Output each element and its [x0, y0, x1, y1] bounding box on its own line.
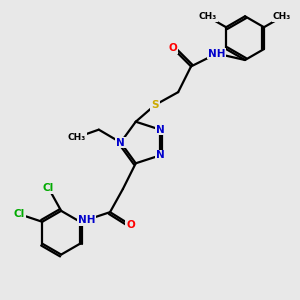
- Text: N: N: [156, 125, 165, 135]
- Text: NH: NH: [208, 49, 226, 58]
- Text: O: O: [126, 220, 135, 230]
- Text: Cl: Cl: [14, 209, 25, 219]
- Text: N: N: [116, 137, 125, 148]
- Text: CH₃: CH₃: [68, 133, 86, 142]
- Text: CH₃: CH₃: [273, 12, 291, 21]
- Text: S: S: [151, 100, 159, 110]
- Text: CH₃: CH₃: [199, 12, 217, 21]
- Text: N: N: [156, 150, 165, 160]
- Text: Cl: Cl: [43, 183, 54, 193]
- Text: O: O: [169, 44, 177, 53]
- Text: NH: NH: [78, 215, 96, 225]
